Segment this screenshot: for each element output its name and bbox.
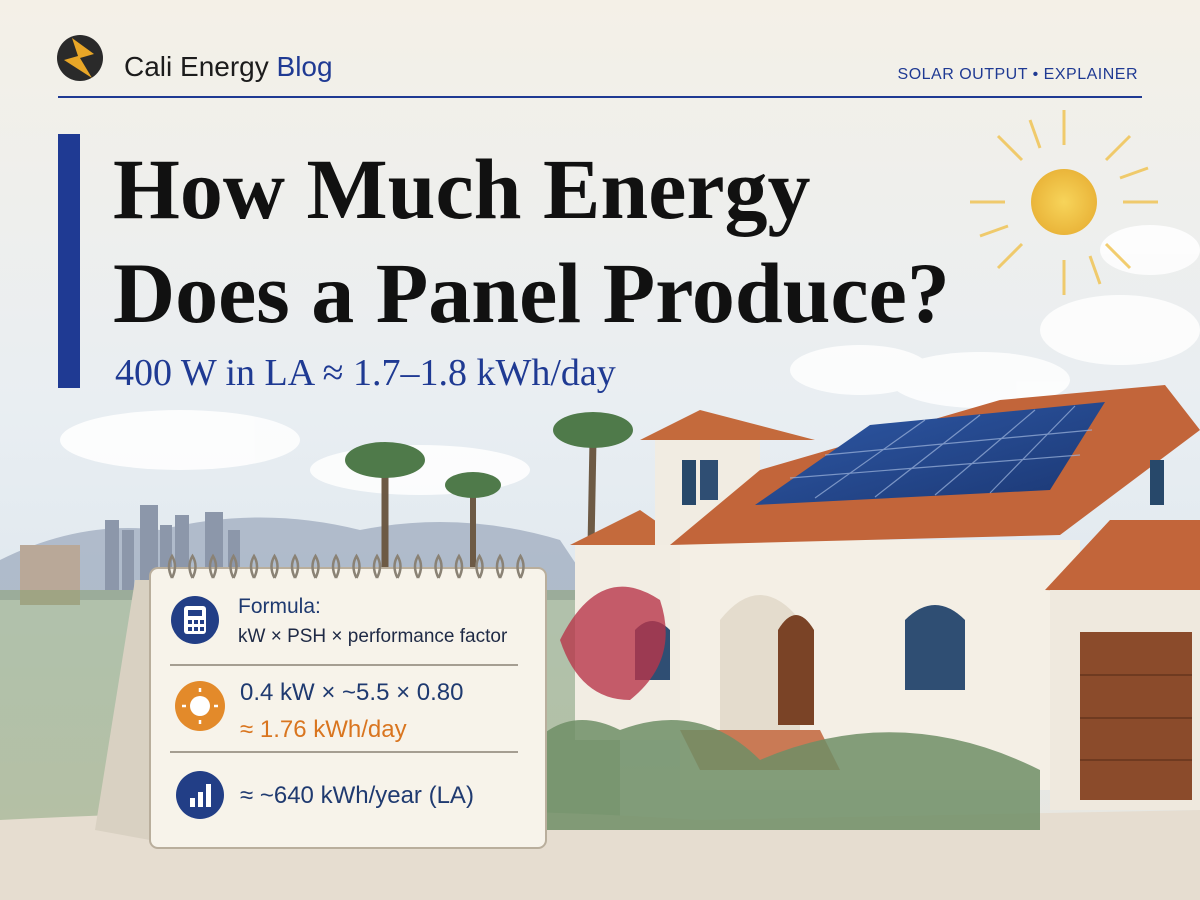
brand-name: Cali Energy — [124, 51, 269, 82]
card-label: Formula: — [238, 595, 321, 618]
title-line: How Much Energy — [113, 141, 811, 237]
calendar-ring — [434, 553, 443, 579]
calendar-ring — [270, 553, 279, 579]
calendar-ring — [495, 553, 505, 579]
sun — [970, 110, 1158, 295]
card-label: 0.4 kW × ~5.5 × 0.80 — [240, 679, 463, 706]
calendar-ring — [454, 553, 464, 579]
subtitle: 400 W in LA ≈ 1.7–1.8 kWh/day — [115, 352, 616, 394]
calendar-ring — [249, 553, 259, 579]
calendar-ring — [290, 553, 300, 579]
calendar-ring — [331, 553, 341, 579]
calendar-ring — [208, 553, 218, 579]
calendar-ring — [413, 553, 423, 579]
calendar-ring — [475, 553, 484, 579]
calendar-ring — [516, 553, 525, 579]
calendar-ring — [188, 553, 197, 579]
calendar-ring — [372, 553, 382, 579]
title-line: Does a Panel Produce? — [113, 245, 950, 341]
section-tag: SOLAR OUTPUT • EXPLAINER — [898, 66, 1138, 83]
calendar-ring — [352, 553, 361, 579]
card-result: ≈ 1.76 kWh/day — [240, 716, 407, 743]
calendar-ring — [393, 553, 402, 579]
calendar-ring — [311, 553, 320, 579]
card-text: kW × PSH × performance factor — [238, 626, 508, 647]
calendar-ring — [229, 553, 238, 579]
brand-logo — [57, 35, 103, 81]
card-label: ≈ ~640 kWh/year (LA) — [240, 782, 474, 809]
title-bar — [58, 134, 80, 388]
brand-name: Cali Energy Blog — [124, 51, 333, 82]
house — [520, 385, 1200, 830]
calendar-ring — [167, 553, 177, 579]
brand-accent: Blog — [277, 51, 333, 82]
calendar-rings — [167, 553, 525, 579]
info-card: Formula: kW × PSH × performance factor 0… — [95, 553, 547, 849]
